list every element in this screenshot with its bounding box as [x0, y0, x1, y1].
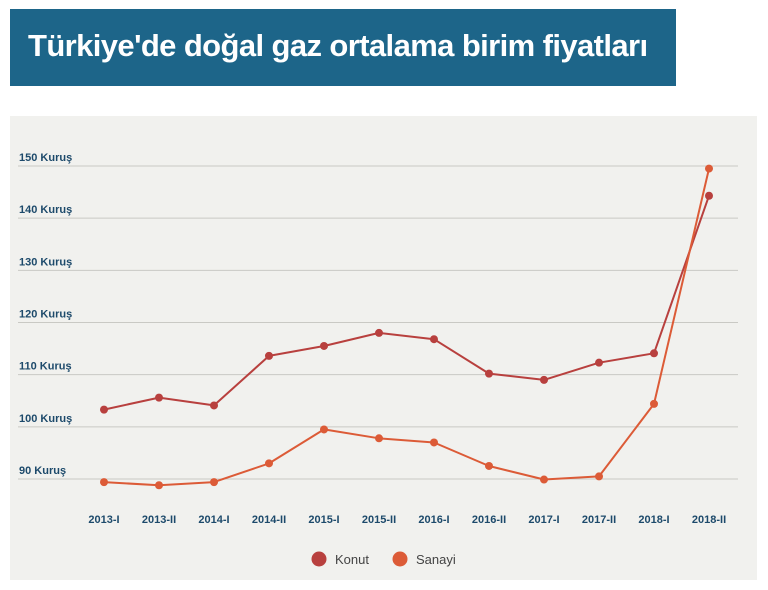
- x-tick-label: 2013-II: [142, 514, 176, 526]
- x-tick-label: 2014-I: [198, 514, 229, 526]
- chart-title: Türkiye'de doğal gaz ortalama birim fiya…: [28, 28, 648, 63]
- y-tick-label: 100 Kuruş: [19, 413, 72, 425]
- data-point-sanayi: [320, 425, 328, 434]
- y-axis-ticks: 90 Kuruş 100 Kuruş 110 Kuruş 120 Kuruş 130 K…: [19, 152, 72, 477]
- series-line-sanayi: [103, 168, 710, 487]
- legend: Konut Sanayi: [311, 551, 456, 567]
- y-tick-label: 90 Kuruş: [19, 465, 66, 477]
- data-point-konut: [595, 358, 603, 367]
- data-point-konut: [265, 351, 273, 360]
- data-point-sanayi: [485, 461, 493, 470]
- chart-panel: 90 Kuruş 100 Kuruş 110 Kuruş 120 Kuruş 130 K…: [10, 116, 757, 580]
- data-point-sanayi: [155, 481, 163, 490]
- data-point-sanayi: [100, 478, 108, 487]
- data-point-konut: [375, 328, 383, 337]
- y-tick-label: 110 Kuruş: [19, 361, 72, 373]
- data-point-konut: [485, 369, 493, 378]
- data-point-sanayi: [540, 475, 548, 484]
- x-tick-label: 2018-II: [692, 514, 726, 526]
- data-point-sanayi: [430, 438, 438, 447]
- y-tick-label: 120 Kuruş: [19, 309, 72, 321]
- x-tick-label: 2015-II: [362, 514, 396, 526]
- x-tick-label: 2016-II: [472, 514, 506, 526]
- data-point-konut: [430, 335, 438, 344]
- y-tick-label: 150 Kuruş: [19, 152, 72, 164]
- data-point-konut: [100, 405, 108, 414]
- y-tick-label: 140 Kuruş: [19, 204, 72, 216]
- gridlines: [18, 165, 738, 480]
- title-banner: Türkiye'de doğal gaz ortalama birim fiya…: [10, 9, 676, 86]
- data-point-sanayi: [210, 478, 218, 487]
- line-chart: 90 Kuruş 100 Kuruş 110 Kuruş 120 Kuruş 130 K…: [18, 152, 738, 567]
- x-tick-label: 2016-I: [418, 514, 449, 526]
- legend-marker-konut: [311, 551, 327, 567]
- y-tick-label: 130 Kuruş: [19, 256, 72, 268]
- series-line-konut: [103, 195, 710, 411]
- x-tick-label: 2014-II: [252, 514, 286, 526]
- data-point-sanayi: [595, 472, 603, 481]
- data-point-konut: [320, 341, 328, 350]
- legend-label-konut: Konut: [335, 552, 369, 567]
- x-tick-label: 2018-I: [638, 514, 669, 526]
- x-tick-label: 2013-I: [88, 514, 119, 526]
- data-point-sanayi: [375, 434, 383, 443]
- data-point-konut: [210, 401, 218, 410]
- series-points: [100, 164, 713, 490]
- data-point-sanayi: [650, 399, 658, 408]
- data-point-sanayi: [265, 459, 273, 468]
- series-lines: [103, 168, 710, 487]
- data-point-konut: [540, 375, 548, 384]
- data-point-konut: [705, 191, 713, 200]
- x-axis-ticks: 2013-I 2013-II 2014-I 2014-II 2015-I 2015-II 2…: [88, 514, 726, 526]
- data-point-sanayi: [705, 164, 713, 173]
- data-point-konut: [650, 349, 658, 358]
- data-point-konut: [155, 393, 163, 402]
- legend-label-sanayi: Sanayi: [416, 552, 456, 567]
- x-tick-label: 2015-I: [308, 514, 339, 526]
- x-tick-label: 2017-I: [528, 514, 559, 526]
- legend-marker-sanayi: [392, 551, 408, 567]
- x-tick-label: 2017-II: [582, 514, 616, 526]
